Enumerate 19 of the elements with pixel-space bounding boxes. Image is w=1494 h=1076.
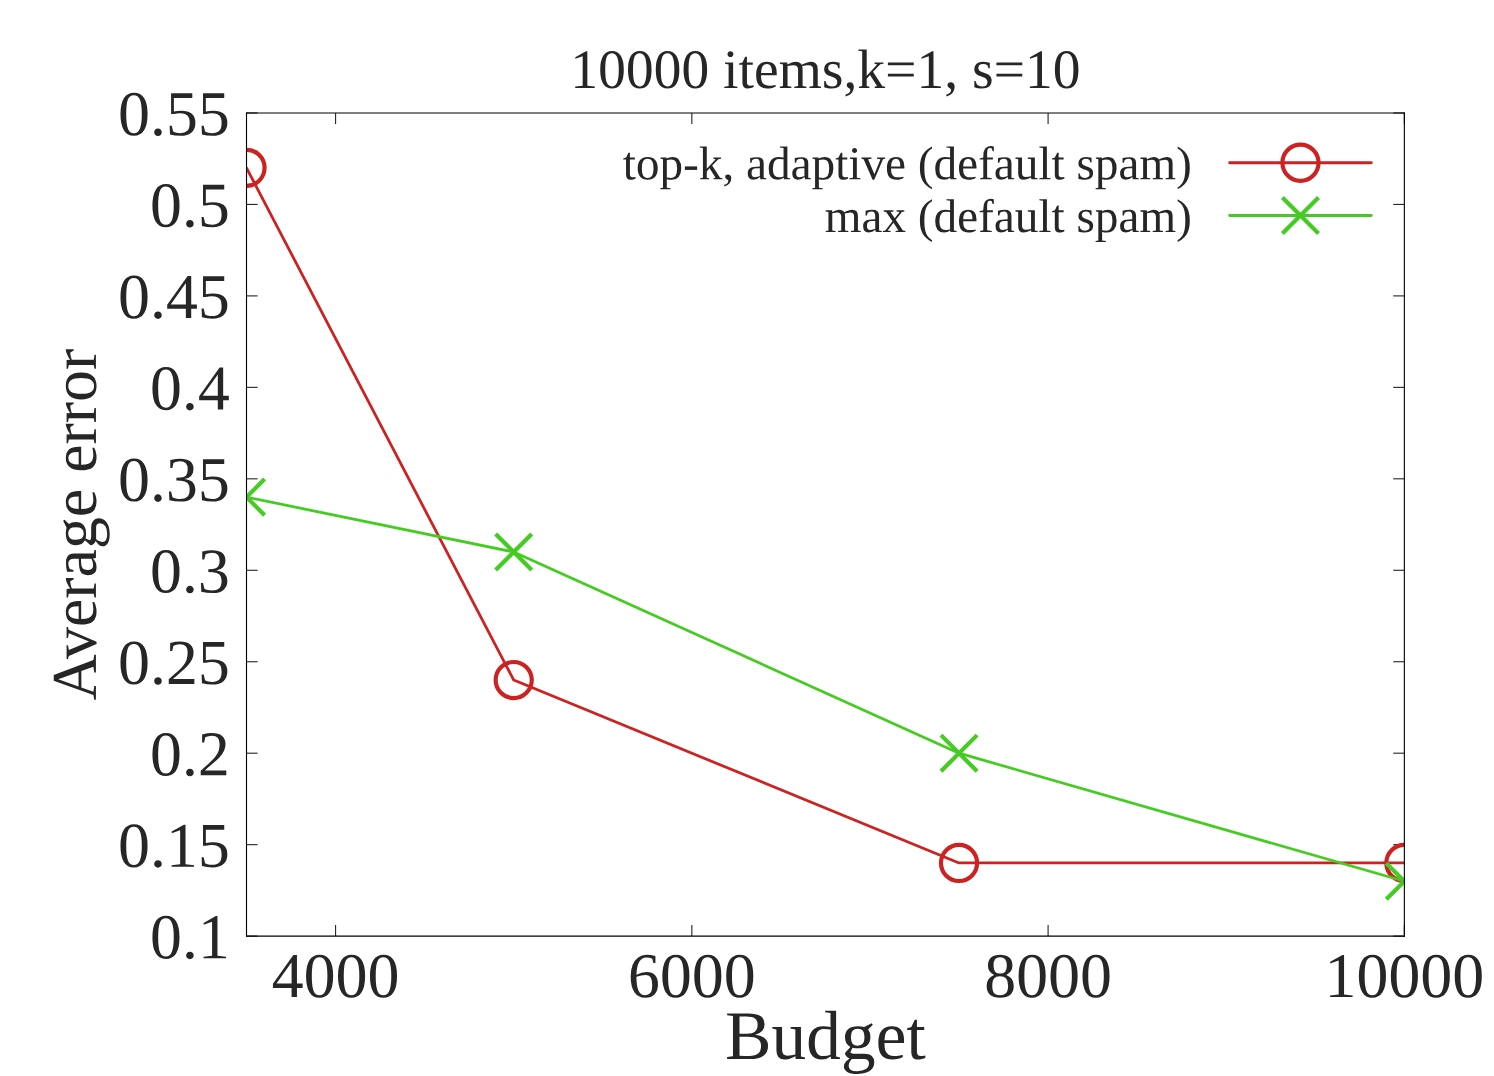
y-tick-label: 0.35 xyxy=(120,458,228,502)
y-axis-title: Average error xyxy=(53,349,110,700)
y-tick-label: 0.15 xyxy=(120,824,228,868)
x-tick-label: 4000 xyxy=(272,954,398,998)
y-tick-label: 0.55 xyxy=(120,92,228,137)
y-tick-label: 0.5 xyxy=(152,184,228,228)
chart-title: 10000 items,k=1, s=10 xyxy=(575,49,1079,97)
y-tick-label: 0.1 xyxy=(152,915,227,960)
legend-label: top-k, adaptive (default spam) xyxy=(623,146,1190,190)
x-tick-label: 8000 xyxy=(986,954,1110,998)
x-tick-label: 6000 xyxy=(630,954,754,998)
x-axis-title: Budget xyxy=(727,1010,926,1074)
y-tick-label: 0.45 xyxy=(120,275,228,319)
y-tick-label: 0.2 xyxy=(152,732,227,777)
y-tick-label: 0.3 xyxy=(152,549,228,594)
legend-label: max (default spam) xyxy=(825,198,1190,243)
y-tick-label: 0.25 xyxy=(120,641,228,685)
y-tick-label: 0.4 xyxy=(152,367,229,411)
x-tick-label: 10000 xyxy=(1330,954,1482,998)
